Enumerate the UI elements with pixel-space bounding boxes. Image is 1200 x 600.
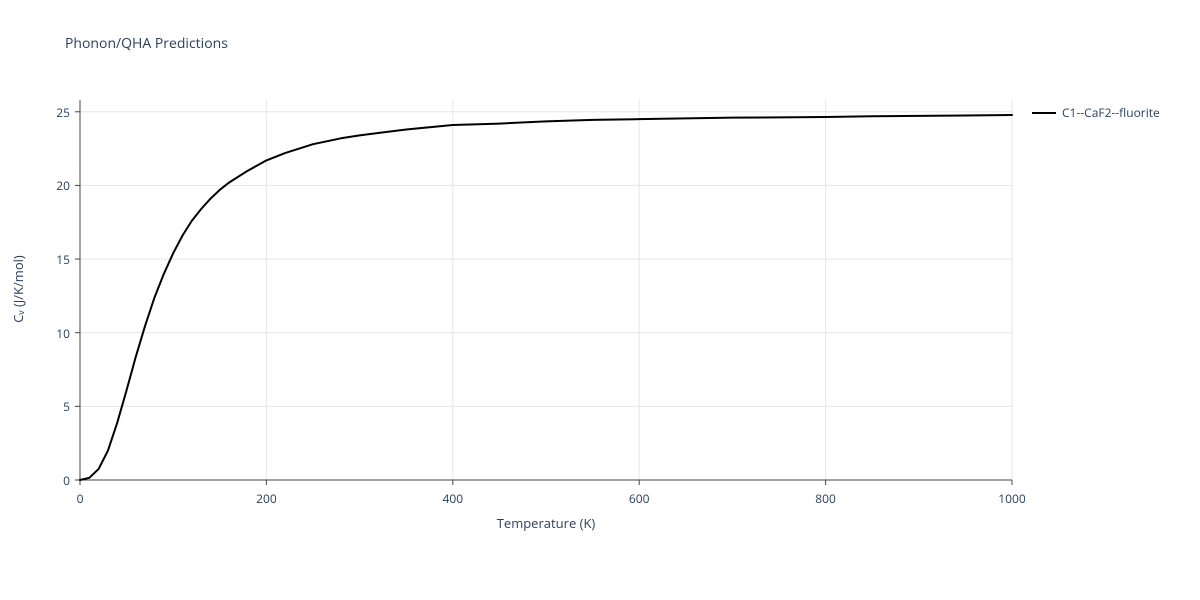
legend-label: C1--CaF2--fluorite xyxy=(1062,104,1160,121)
y-tick-label: 10 xyxy=(40,325,70,342)
x-tick-label: 800 xyxy=(806,490,846,507)
y-tick-label: 15 xyxy=(40,251,70,268)
legend: C1--CaF2--fluorite xyxy=(1032,104,1160,121)
y-tick-label: 0 xyxy=(40,472,70,489)
y-tick-label: 20 xyxy=(40,177,70,194)
chart-container: Phonon/QHA Predictions Temperature (K) C… xyxy=(0,0,1200,600)
plot-svg xyxy=(0,0,1200,600)
x-tick-label: 200 xyxy=(246,490,286,507)
x-axis-label: Temperature (K) xyxy=(476,514,616,532)
y-tick-label: 25 xyxy=(40,104,70,121)
x-tick-label: 600 xyxy=(619,490,659,507)
x-tick-label: 1000 xyxy=(992,490,1032,507)
y-tick-label: 5 xyxy=(40,398,70,415)
y-axis-label: Cᵥ (J/K/mol) xyxy=(9,239,27,339)
x-tick-label: 0 xyxy=(60,490,100,507)
x-tick-label: 400 xyxy=(433,490,473,507)
legend-item[interactable]: C1--CaF2--fluorite xyxy=(1032,104,1160,121)
legend-swatch xyxy=(1032,112,1056,114)
series-line xyxy=(80,115,1012,480)
